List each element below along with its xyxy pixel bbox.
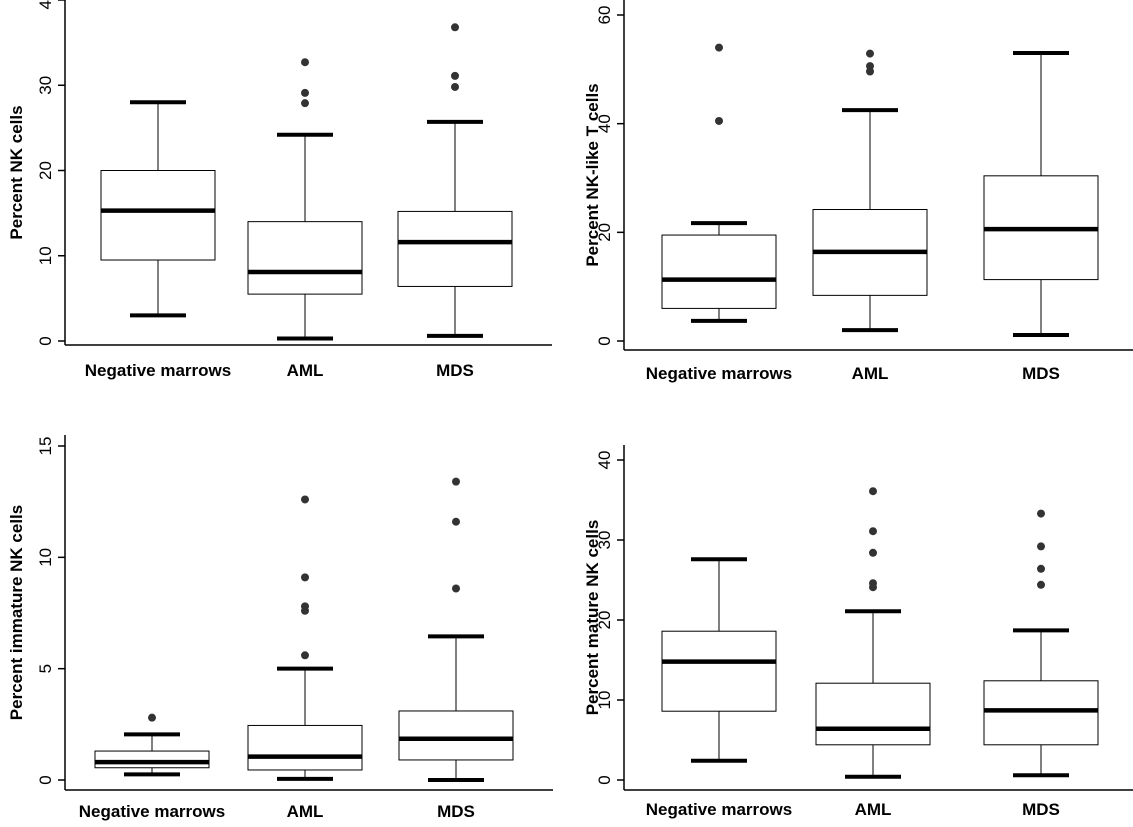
outlier-point <box>452 477 460 486</box>
box-negative-marrows <box>661 557 777 763</box>
y-axis-title: Percent NK cells <box>7 105 26 239</box>
y-tick-label: 40 <box>595 114 614 133</box>
x-category-label: AML <box>855 800 892 819</box>
outlier-point <box>869 579 877 588</box>
x-category-label: Negative marrows <box>646 364 792 383</box>
y-axis-title: Percent immature NK cells <box>7 505 26 720</box>
y-tick-label: 20 <box>595 611 614 630</box>
outlier-point <box>452 584 460 593</box>
x-category-label: AML <box>852 364 889 383</box>
x-category-label: MDS <box>1022 800 1060 819</box>
y-tick-label: 0 <box>36 775 55 784</box>
box-plot-panel-1: 0 10 20 30 40 Percent NK cells Negative marrow… <box>7 0 552 380</box>
x-category-label: Negative marrows <box>85 361 231 380</box>
y-tick-label: 30 <box>595 531 614 550</box>
outlier-point <box>451 23 459 32</box>
y-tick-label: 20 <box>36 161 55 180</box>
outlier-point <box>301 495 309 504</box>
interquartile-box <box>983 680 1099 746</box>
box-negative-marrows <box>100 100 216 318</box>
x-category-label: MDS <box>1022 364 1060 383</box>
outlier-point <box>715 43 723 52</box>
outlier-point <box>452 517 460 526</box>
box-aml <box>812 49 928 333</box>
outlier-point <box>301 99 309 108</box>
outlier-point <box>869 548 877 557</box>
outlier-point <box>301 651 309 660</box>
box-negative-marrows <box>94 713 210 777</box>
y-tick-label: 40 <box>595 451 614 470</box>
y-axis-title: Percent mature NK cells <box>583 520 602 716</box>
interquartile-box <box>398 710 514 761</box>
x-category-label: Negative marrows <box>79 802 225 821</box>
y-tick-label: 10 <box>595 691 614 710</box>
outlier-point <box>1037 580 1045 589</box>
box-mds <box>398 477 514 782</box>
outlier-point <box>715 116 723 125</box>
box-negative-marrows <box>661 43 777 323</box>
box-plot-panel-2: 0 20 40 60 Percent NK-like T cells Negative m… <box>583 0 1133 383</box>
interquartile-box <box>815 682 931 746</box>
x-category-label: MDS <box>437 802 475 821</box>
y-tick-label: 10 <box>36 246 55 265</box>
y-tick-label: 20 <box>595 223 614 242</box>
interquartile-box <box>94 750 210 769</box>
outlier-point <box>301 58 309 67</box>
outlier-point <box>866 62 874 71</box>
outlier-point <box>451 71 459 80</box>
outlier-point <box>866 49 874 58</box>
y-tick-label: 15 <box>36 437 55 456</box>
box-mds <box>983 51 1099 338</box>
interquartile-box <box>397 210 513 287</box>
y-tick-label: 0 <box>595 336 614 345</box>
box-plot-panel-4: 0 10 20 30 40 Percent mature NK cells Negative… <box>583 445 1133 819</box>
outlier-point <box>301 573 309 582</box>
y-tick-label: 30 <box>36 76 55 95</box>
y-tick-label: 5 <box>36 664 55 673</box>
outlier-point <box>1037 542 1045 551</box>
interquartile-box <box>247 221 363 295</box>
x-category-label: MDS <box>436 361 474 380</box>
x-category-label: AML <box>287 361 324 380</box>
y-tick-label: 60 <box>595 6 614 25</box>
outlier-point <box>1037 509 1045 518</box>
y-tick-label: 40 <box>36 0 55 9</box>
outlier-point <box>869 487 877 496</box>
outlier-point <box>148 713 156 722</box>
y-tick-label: 0 <box>36 336 55 345</box>
outlier-point <box>869 527 877 536</box>
y-axis-title: Percent NK-like T cells <box>583 83 602 266</box>
y-tick-label: 10 <box>36 548 55 567</box>
interquartile-box <box>100 170 216 261</box>
outlier-point <box>1037 564 1045 573</box>
box-mds <box>983 509 1099 778</box>
box-aml <box>247 58 363 341</box>
y-tick-label: 0 <box>595 775 614 784</box>
outlier-point <box>301 602 309 611</box>
x-category-label: Negative marrows <box>646 800 792 819</box>
outlier-point <box>451 82 459 91</box>
box-mds <box>397 23 513 338</box>
box-aml <box>247 495 363 781</box>
box-plot-panel-3: 0 5 10 15 Percent immature NK cells Negative … <box>7 435 553 821</box>
outlier-point <box>301 88 309 97</box>
interquartile-box <box>661 630 777 712</box>
interquartile-box <box>661 234 777 309</box>
x-category-label: AML <box>287 802 324 821</box>
box-aml <box>815 487 931 779</box>
interquartile-box <box>247 724 363 771</box>
